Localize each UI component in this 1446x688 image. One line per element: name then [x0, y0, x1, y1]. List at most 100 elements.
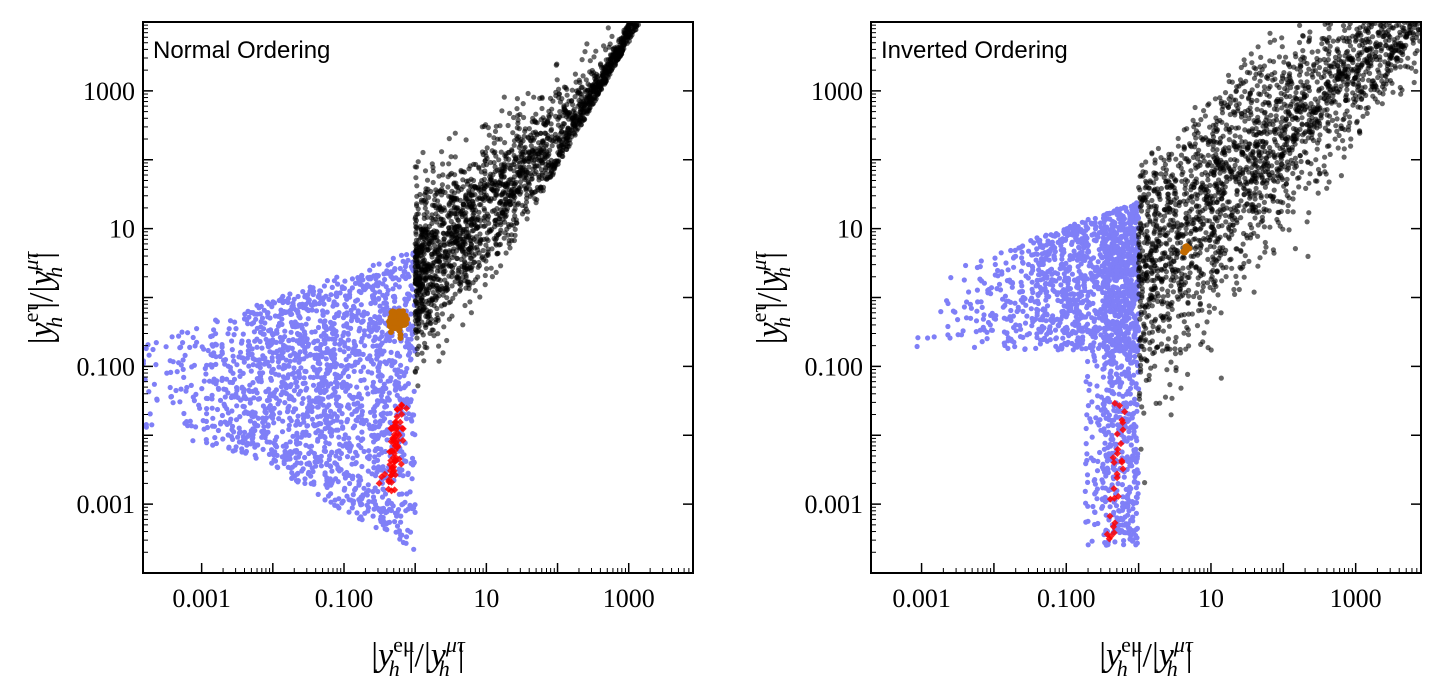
- scatter-point-blue: [292, 357, 298, 363]
- scatter-point-blue: [346, 362, 352, 368]
- scatter-point-blue: [326, 441, 332, 447]
- scatter-point-black: [580, 73, 586, 79]
- scatter-point-black: [467, 191, 473, 197]
- scatter-point-blue: [325, 493, 332, 499]
- scatter-point-black: [591, 54, 597, 60]
- scatter-point-black: [578, 94, 584, 100]
- scatter-point-blue: [367, 267, 373, 273]
- scatter-point-blue: [291, 370, 297, 376]
- scatter-point-black: [416, 343, 422, 349]
- scatter-point-blue: [261, 331, 267, 337]
- scatter-point-black: [587, 58, 593, 64]
- scatter-point-blue: [281, 460, 287, 467]
- scatter-point-blue: [1119, 283, 1125, 290]
- scatter-point-blue: [356, 391, 362, 397]
- scatter-point-blue: [409, 286, 416, 292]
- scatter-point-black: [547, 147, 553, 153]
- scatter-point-black: [509, 147, 515, 153]
- scatter-point-black: [543, 161, 549, 167]
- scatter-point-black: [413, 237, 420, 243]
- scatter-point-blue: [305, 343, 311, 349]
- scatter-point-blue: [234, 387, 240, 393]
- scatter-point-black: [423, 226, 429, 232]
- scatter-point-blue: [315, 324, 322, 331]
- scatter-point-black: [501, 235, 507, 241]
- scatter-point-black: [436, 203, 443, 209]
- scatter-point-black: [515, 117, 521, 123]
- scatter-point-black: [584, 93, 591, 99]
- left-x-axis: 0.001 0.100 10 1000: [172, 563, 694, 613]
- scatter-point-black: [527, 153, 533, 159]
- scatter-point-blue: [289, 470, 295, 476]
- scatter-point-blue: [278, 392, 284, 398]
- scatter-point-blue: [353, 408, 359, 414]
- scatter-point-black: [510, 198, 517, 204]
- scatter-point-blue: [412, 432, 418, 438]
- scatter-point-black: [544, 176, 550, 182]
- scatter-point-black: [416, 287, 422, 293]
- scatter-point-blue: [336, 375, 342, 381]
- scatter-point-blue: [173, 387, 179, 394]
- scatter-point-black: [462, 241, 468, 247]
- scatter-point-black: [486, 132, 492, 138]
- scatter-point-blue: [336, 434, 342, 440]
- scatter-point-blue: [314, 422, 320, 428]
- scatter-point-black: [422, 205, 428, 211]
- scatter-point-black: [492, 224, 498, 230]
- scatter-point-black: [564, 92, 570, 98]
- scatter-point-blue: [220, 436, 226, 442]
- scatter-point-blue: [245, 338, 252, 344]
- scatter-point-blue: [213, 440, 219, 447]
- scatter-point-blue: [338, 419, 344, 425]
- scatter-point-blue: [1029, 323, 1035, 329]
- scatter-point-blue: [308, 473, 314, 479]
- scatter-point-blue: [254, 390, 260, 396]
- scatter-point-black: [595, 73, 601, 79]
- scatter-point-black: [451, 240, 457, 246]
- scatter-point-blue: [276, 416, 282, 422]
- scatter-point-blue: [317, 318, 323, 324]
- scatter-point-black: [516, 144, 522, 150]
- scatter-point-blue: [322, 448, 329, 454]
- scatter-point-blue: [205, 395, 211, 402]
- scatter-point-blue: [184, 384, 190, 391]
- scatter-point-black: [491, 160, 497, 166]
- scatter-point-blue: [249, 436, 255, 442]
- scatter-point-blue: [306, 432, 312, 438]
- scatter-point-blue: [294, 321, 300, 327]
- scatter-point-red: [385, 478, 393, 486]
- scatter-point-blue: [1119, 449, 1125, 455]
- right-plot-points: [914, 22, 1421, 548]
- scatter-point-blue: [304, 336, 310, 342]
- scatter-point-black: [576, 77, 582, 83]
- scatter-point-blue: [340, 425, 346, 431]
- scatter-point-black: [501, 174, 507, 180]
- scatter-point-blue: [169, 334, 175, 340]
- scatter-point-black: [529, 173, 535, 179]
- scatter-point-black: [414, 293, 420, 300]
- scatter-point-blue: [332, 497, 338, 503]
- scatter-point-blue: [335, 281, 341, 287]
- scatter-point-black: [626, 38, 632, 44]
- scatter-point-blue: [328, 433, 335, 439]
- scatter-point-blue: [324, 349, 331, 355]
- scatter-point-blue: [353, 460, 359, 466]
- scatter-point-blue: [306, 297, 312, 303]
- scatter-point-black: [520, 101, 526, 107]
- scatter-point-blue: [292, 375, 298, 381]
- y-tick-label: 1000: [83, 77, 135, 106]
- scatter-point-blue: [380, 292, 386, 298]
- scatter-point-blue: [323, 333, 329, 339]
- scatter-point-blue: [398, 252, 405, 258]
- scatter-point-blue: [322, 435, 328, 441]
- scatter-point-black: [502, 140, 508, 146]
- scatter-point-black: [439, 182, 445, 188]
- scatter-point-blue: [382, 526, 388, 532]
- scatter-point-blue: [193, 424, 199, 430]
- scatter-point-black: [434, 229, 440, 235]
- scatter-point-black: [499, 108, 505, 114]
- scatter-point-blue: [377, 387, 383, 393]
- scatter-point-black: [525, 90, 531, 97]
- scatter-point-black: [460, 322, 466, 328]
- scatter-point-black: [533, 169, 539, 175]
